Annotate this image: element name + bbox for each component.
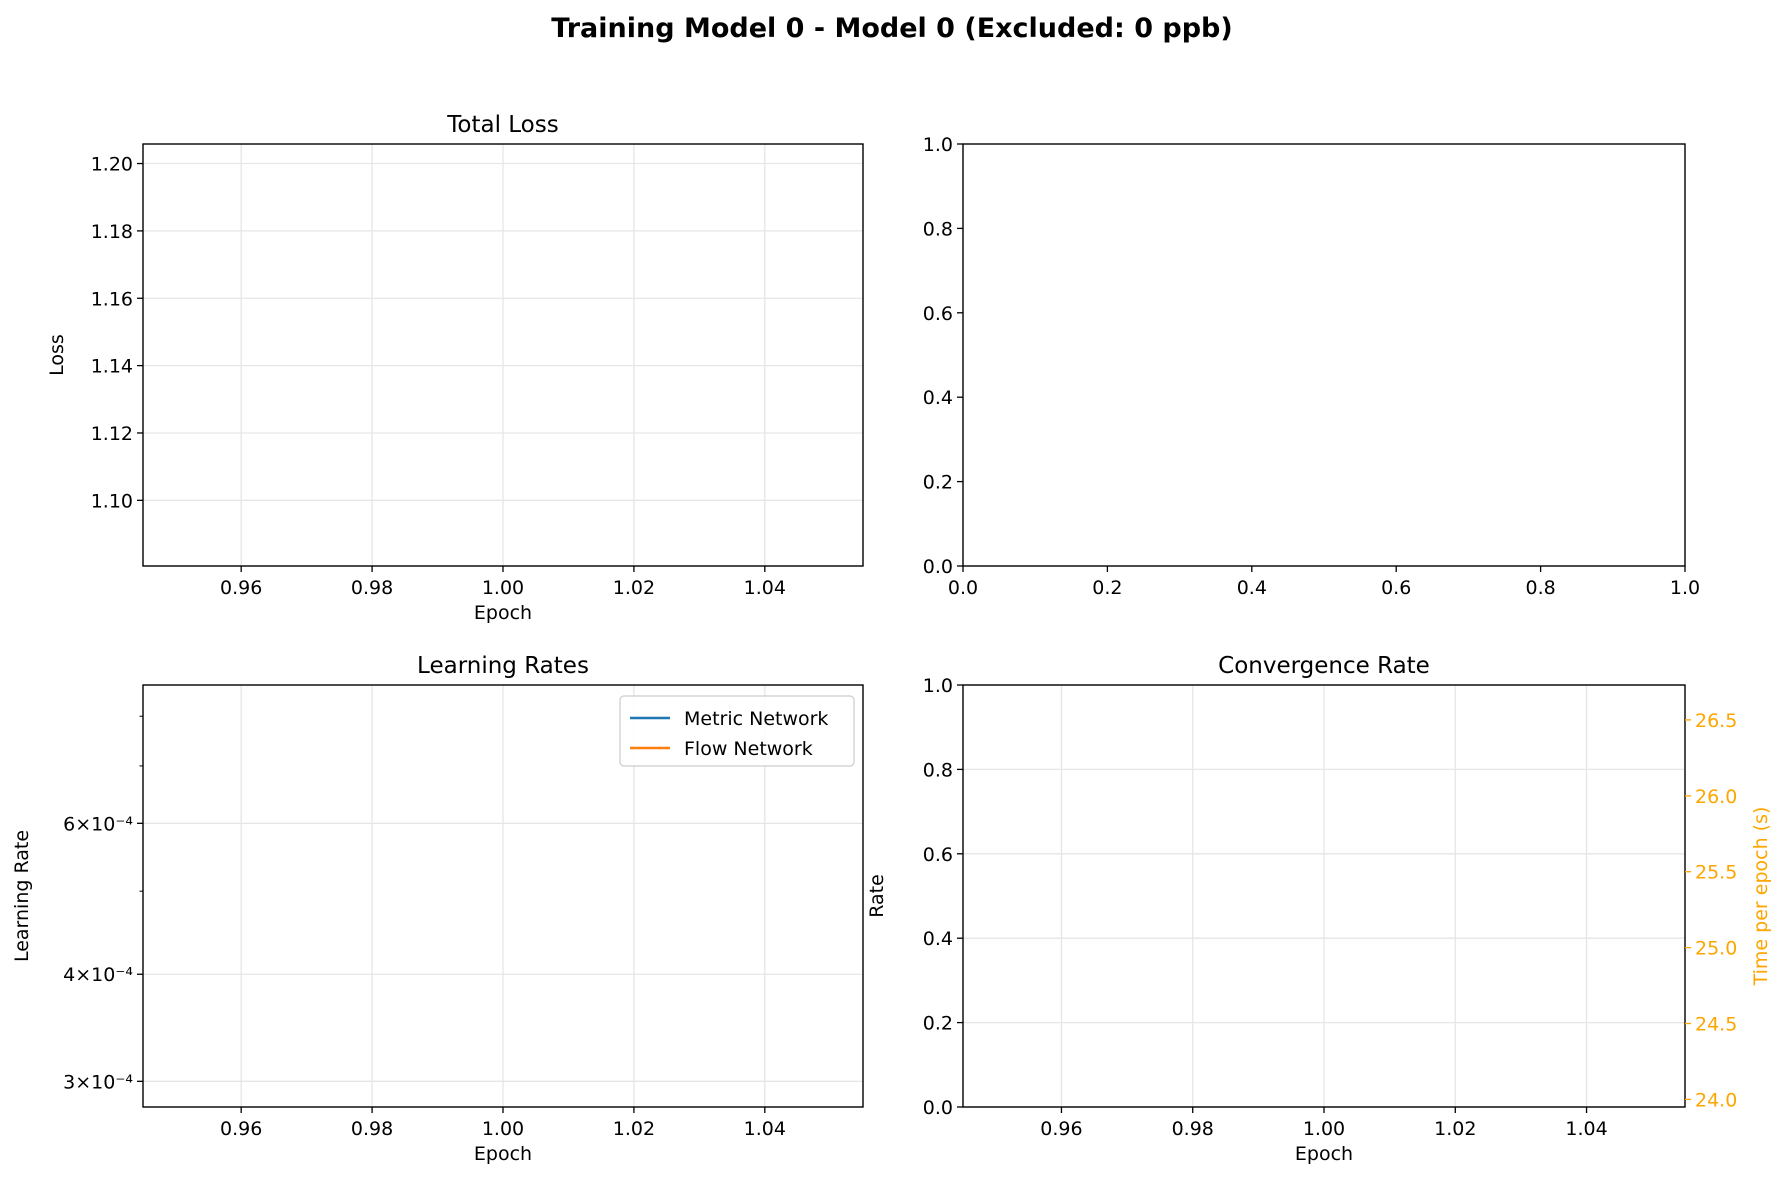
total_loss-title: Total Loss <box>446 112 558 138</box>
total_loss-ytick-label: 1.14 <box>91 356 133 378</box>
learning_rates-xtick-label: 1.02 <box>613 1118 655 1140</box>
total_loss-ylabel: Loss <box>46 334 68 376</box>
convergence_rate-ytick-label: 0.2 <box>923 1013 953 1035</box>
convergence_rate-right-ylabel: Time per epoch (s) <box>1750 807 1772 987</box>
learning_rates-title: Learning Rates <box>417 653 589 679</box>
convergence_rate-xlabel: Epoch <box>1295 1143 1353 1165</box>
convergence_rate-ytick-label: 1.0 <box>923 675 953 697</box>
empty_axes-ytick-label: 0.0 <box>923 556 953 578</box>
empty_axes-ytick-label: 0.2 <box>923 472 953 494</box>
subplot-convergence_rate: 0.96 0.98 1.00 1.02 1.04 0.0 0.2 0.4 0.6 0.8 1.0 24… <box>866 653 1772 1165</box>
learning_rates-ytick-label: 6×10⁻⁴ <box>63 813 133 835</box>
empty_axes-xtick-label: 0.6 <box>1381 577 1411 599</box>
total_loss-xtick-label: 0.96 <box>220 577 262 599</box>
figure-suptitle: Training Model 0 - Model 0 (Excluded: 0 … <box>551 13 1232 44</box>
total_loss-ytick-label: 1.20 <box>91 154 133 176</box>
legend-box <box>619 695 855 767</box>
convergence_rate-ytick-label: 0.8 <box>923 759 953 781</box>
empty_axes-xtick-label: 0.0 <box>948 577 978 599</box>
convergence_rate-xtick-label: 0.96 <box>1040 1118 1082 1140</box>
subplots: 0.96 0.98 1.00 1.02 1.04 1.10 1.12 1.14 1.16 1.18… <box>11 112 1772 1165</box>
learning_rates-ylabel: Learning Rate <box>11 830 33 962</box>
learning_rates-ytick-label: 3×10⁻⁴ <box>63 1071 133 1093</box>
convergence_rate-xtick-label: 1.00 <box>1303 1118 1345 1140</box>
total_loss-xtick-label: 1.00 <box>482 577 524 599</box>
convergence_rate-right-ytick-label: 24.5 <box>1695 1014 1737 1036</box>
convergence_rate-right-ytick-label: 25.0 <box>1695 938 1737 960</box>
convergence_rate-ytick-label: 0.4 <box>923 928 953 950</box>
empty_axes-ytick-label: 0.8 <box>923 218 953 240</box>
total_loss-ytick-label: 1.18 <box>91 221 133 243</box>
learning_rates-xlabel: Epoch <box>474 1143 532 1165</box>
empty_axes-ytick-label: 0.4 <box>923 387 953 409</box>
total_loss-ytick-label: 1.12 <box>91 423 133 445</box>
total_loss-xlabel: Epoch <box>474 602 532 624</box>
empty_axes-ytick-label: 0.6 <box>923 303 953 325</box>
empty_axes-xtick-label: 0.2 <box>1092 577 1122 599</box>
empty_axes-ytick-label: 1.0 <box>923 134 953 156</box>
convergence_rate-right-ytick-label: 26.5 <box>1695 710 1737 732</box>
convergence_rate-ytick-label: 0.0 <box>923 1097 953 1119</box>
convergence_rate-xtick-label: 1.04 <box>1565 1118 1607 1140</box>
convergence_rate-right-ytick-label: 26.0 <box>1695 786 1737 808</box>
subplot-empty_axes: 0.0 0.2 0.4 0.6 0.8 1.0 0.0 0.2 0.4 0.6 0.8 1.0 <box>923 134 1700 599</box>
learning_rates-ytick-label: 4×10⁻⁴ <box>63 964 133 986</box>
empty_axes-axes-frame <box>962 143 1686 567</box>
learning_rates-legend: Metric Network Flow Network <box>619 695 855 767</box>
subplot-total_loss: 0.96 0.98 1.00 1.02 1.04 1.10 1.12 1.14 1.16 1.18… <box>46 112 864 624</box>
learning_rates-xtick-label: 1.00 <box>482 1118 524 1140</box>
total_loss-ytick-label: 1.10 <box>91 490 133 512</box>
convergence_rate-xtick-label: 1.02 <box>1434 1118 1476 1140</box>
convergence_rate-title: Convergence Rate <box>1218 653 1430 679</box>
convergence_rate-ytick-label: 0.6 <box>923 844 953 866</box>
convergence_rate-xtick-label: 0.98 <box>1172 1118 1214 1140</box>
total_loss-ytick-label: 1.16 <box>91 288 133 310</box>
legend-entry-label: Metric Network <box>684 708 828 730</box>
learning_rates-xtick-label: 0.98 <box>351 1118 393 1140</box>
empty_axes-xtick-label: 1.0 <box>1670 577 1700 599</box>
learning_rates-xtick-label: 1.04 <box>744 1118 786 1140</box>
convergence_rate-ylabel: Rate <box>866 874 888 918</box>
legend-entry-label: Flow Network <box>684 738 813 760</box>
convergence_rate-right-ytick-label: 25.5 <box>1695 862 1737 884</box>
learning_rates-xtick-label: 0.96 <box>220 1118 262 1140</box>
total_loss-xtick-label: 1.04 <box>744 577 786 599</box>
empty_axes-xtick-label: 0.4 <box>1237 577 1267 599</box>
subplot-learning_rates: 0.96 0.98 1.00 1.02 1.04 3×10⁻⁴ 4×10⁻⁴ 6×10⁻⁴ Le… <box>11 653 864 1165</box>
empty_axes-xtick-label: 0.8 <box>1525 577 1555 599</box>
convergence_rate-right-ytick-label: 24.0 <box>1695 1089 1737 1111</box>
total_loss-xtick-label: 0.98 <box>351 577 393 599</box>
total_loss-xtick-label: 1.02 <box>613 577 655 599</box>
